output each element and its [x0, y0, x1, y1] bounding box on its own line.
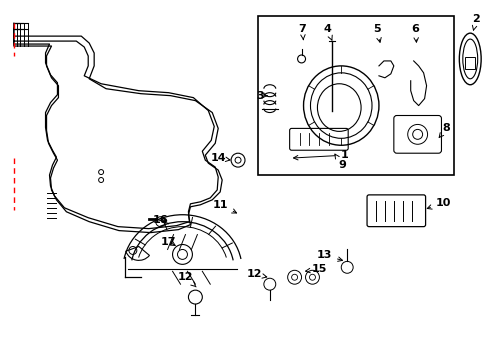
- Text: 7: 7: [298, 24, 306, 40]
- Text: 14: 14: [210, 153, 229, 163]
- Bar: [257, 16, 453, 175]
- Text: 12: 12: [246, 269, 266, 279]
- Text: 11: 11: [212, 200, 236, 213]
- Text: 16: 16: [153, 215, 168, 225]
- Bar: [464, 57, 474, 69]
- Text: 4: 4: [323, 24, 331, 40]
- Text: 8: 8: [438, 123, 449, 138]
- Text: 12: 12: [177, 272, 196, 287]
- Text: 3: 3: [256, 91, 266, 101]
- Text: 17: 17: [161, 237, 176, 247]
- Text: 2: 2: [471, 14, 479, 30]
- Text: 6: 6: [411, 24, 419, 42]
- Text: 15: 15: [305, 264, 326, 274]
- Text: 5: 5: [372, 24, 381, 42]
- Text: 1: 1: [293, 150, 347, 160]
- Text: 13: 13: [316, 251, 342, 261]
- Text: 10: 10: [427, 198, 450, 209]
- Text: 9: 9: [334, 154, 346, 170]
